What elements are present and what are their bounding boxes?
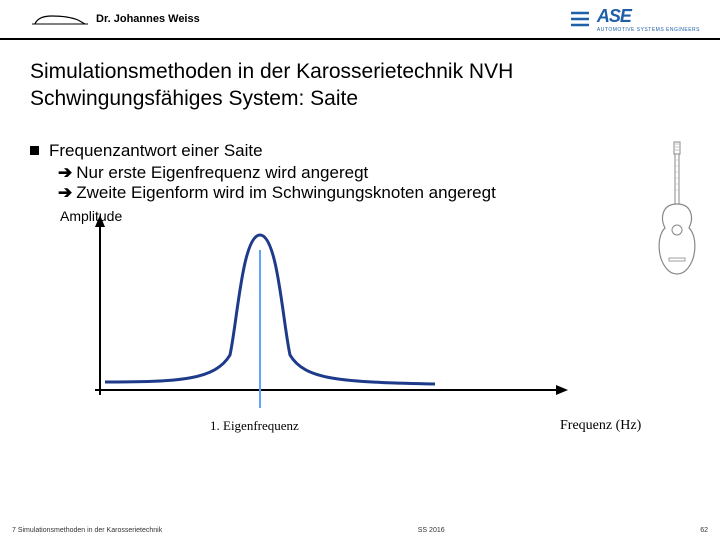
guitar-icon [652, 140, 702, 280]
frequency-response-chart [60, 215, 580, 415]
bullet-square-icon [30, 146, 39, 155]
sub-bullet-2: ➔ Zweite Eigenform wird im Schwingungskn… [58, 183, 720, 203]
sub-bullet-2-text: Zweite Eigenform wird im Schwingungsknot… [76, 183, 496, 203]
car-outline-icon [30, 10, 90, 28]
footer-left: 7 Simulationsmethoden in der Karosseriet… [12, 527, 162, 534]
footer-center: SS 2016 [418, 527, 445, 534]
title-line1: Simulationsmethoden in der Karosserietec… [30, 58, 720, 85]
sub-bullet-1-text: Nur erste Eigenfrequenz wird angeregt [76, 163, 368, 183]
main-bullet: Frequenzantwort einer Saite [30, 141, 720, 161]
sub-bullet-1: ➔ Nur erste Eigenfrequenz wird angeregt [58, 163, 720, 183]
title-block: Simulationsmethoden in der Karosserietec… [0, 40, 720, 113]
sub-bullets: ➔ Nur erste Eigenfrequenz wird angeregt … [30, 163, 720, 204]
arrow-icon: ➔ [58, 163, 72, 183]
company-subtitle: AUTOMOTIVE SYSTEMS ENGINEERS [597, 27, 700, 33]
stripes-icon [571, 9, 593, 29]
arrow-icon: ➔ [58, 183, 72, 203]
resonance-curve [105, 235, 435, 384]
author-name: Dr. Johannes Weiss [96, 13, 200, 25]
main-bullet-text: Frequenzantwort einer Saite [49, 141, 263, 161]
content-area: Frequenzantwort einer Saite ➔ Nur erste … [0, 113, 720, 204]
company-acronym: ASE [597, 6, 700, 27]
y-axis-arrow-icon [95, 215, 105, 227]
footer-right: 62 [700, 527, 708, 534]
x-axis-label: Frequenz (Hz) [560, 418, 641, 434]
title-line2: Schwingungsfähiges System: Saite [30, 85, 720, 112]
author-block: Dr. Johannes Weiss [30, 10, 200, 28]
company-text: ASE AUTOMOTIVE SYSTEMS ENGINEERS [597, 6, 700, 33]
slide-header: Dr. Johannes Weiss ASE AUTOMOTIVE SYSTEM… [0, 0, 720, 40]
eigenfrequency-label: 1. Eigenfrequenz [210, 418, 299, 434]
company-logo-block: ASE AUTOMOTIVE SYSTEMS ENGINEERS [571, 6, 700, 33]
x-axis-arrow-icon [556, 385, 568, 395]
slide-footer: 7 Simulationsmethoden in der Karosseriet… [0, 527, 720, 534]
